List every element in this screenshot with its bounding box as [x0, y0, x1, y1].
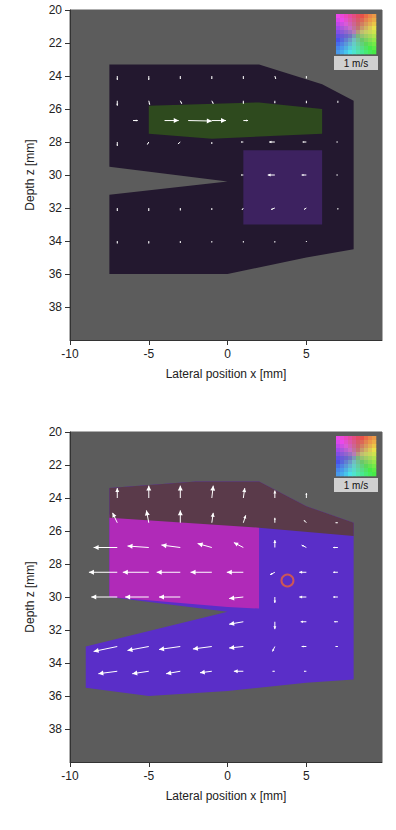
svg-text:26: 26 — [49, 524, 63, 538]
svg-text:32: 32 — [49, 201, 63, 215]
svg-text:Lateral position x [mm]: Lateral position x [mm] — [166, 367, 287, 381]
svg-text:-10: -10 — [61, 769, 79, 783]
svg-text:-5: -5 — [143, 347, 154, 361]
svg-text:36: 36 — [49, 689, 63, 703]
svg-text:1 m/s: 1 m/s — [344, 480, 368, 491]
svg-text:5: 5 — [303, 347, 310, 361]
svg-text:26: 26 — [49, 102, 63, 116]
svg-text:24: 24 — [49, 69, 63, 83]
svg-text:0: 0 — [224, 769, 231, 783]
svg-text:Depth z [mm]: Depth z [mm] — [23, 561, 37, 632]
svg-text:24: 24 — [49, 491, 63, 505]
svg-text:-5: -5 — [143, 769, 154, 783]
svg-text:30: 30 — [49, 168, 63, 182]
svg-text:Depth z [mm]: Depth z [mm] — [23, 139, 37, 210]
svg-text:32: 32 — [49, 623, 63, 637]
svg-text:34: 34 — [49, 656, 63, 670]
svg-text:22: 22 — [49, 36, 63, 50]
svg-text:38: 38 — [49, 300, 63, 314]
svg-text:28: 28 — [49, 557, 63, 571]
svg-text:20: 20 — [49, 3, 63, 17]
svg-text:1 m/s: 1 m/s — [344, 58, 368, 69]
svg-text:Lateral position x [mm]: Lateral position x [mm] — [166, 789, 287, 803]
svg-text:28: 28 — [49, 135, 63, 149]
svg-text:34: 34 — [49, 234, 63, 248]
svg-text:20: 20 — [49, 425, 63, 439]
svg-text:-10: -10 — [61, 347, 79, 361]
svg-text:38: 38 — [49, 722, 63, 736]
svg-text:22: 22 — [49, 458, 63, 472]
svg-text:0: 0 — [224, 347, 231, 361]
svg-text:36: 36 — [49, 267, 63, 281]
svg-text:30: 30 — [49, 590, 63, 604]
svg-text:5: 5 — [303, 769, 310, 783]
